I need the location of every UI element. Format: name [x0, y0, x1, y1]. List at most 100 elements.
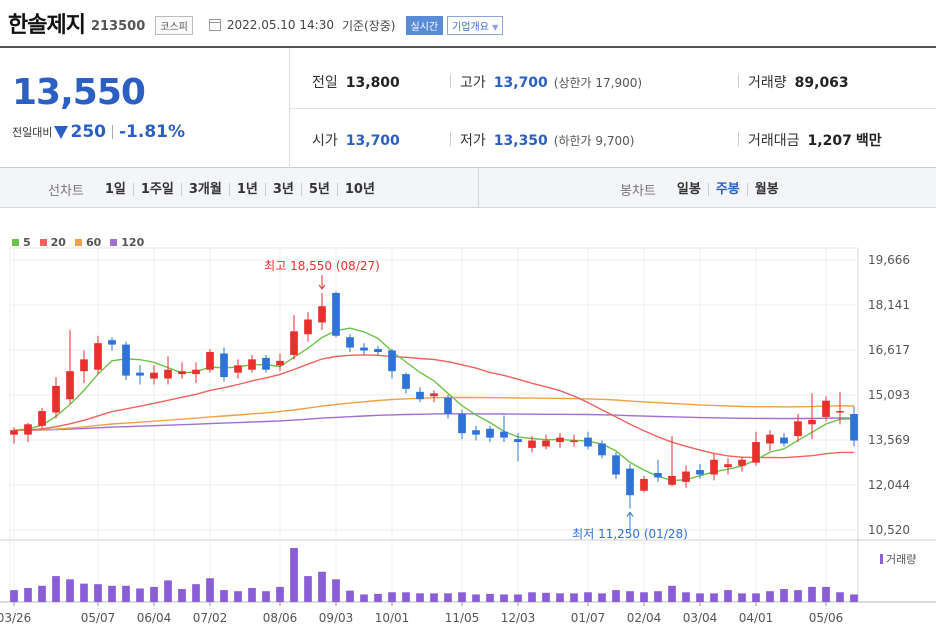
x-tick-label: 07/02 [193, 611, 228, 625]
y-tick-label: 10,520 [868, 523, 910, 537]
candle-body [598, 443, 606, 456]
volume-bar [430, 593, 438, 602]
candle-body [66, 371, 74, 400]
candle-monthly[interactable]: 월봉 [746, 183, 786, 196]
candle-body [80, 359, 88, 372]
prev-close-label: 전일 [312, 75, 338, 91]
volume: 거래량 89,063 [748, 72, 849, 92]
down-arrow-icon [54, 125, 69, 139]
candle-daily[interactable]: 일봉 [676, 182, 701, 197]
low-price: 저가 13,350 (하한가 9,700) [460, 130, 634, 150]
price-panel: 13,550 전일대비 250 -1.81% [0, 48, 290, 168]
max-annotation: 최고 18,550 (08/27) [264, 259, 380, 273]
period-1y[interactable]: 1년 [228, 183, 265, 196]
y-tick-label: 12,044 [868, 478, 910, 492]
candle-body [528, 440, 536, 448]
change-separator [111, 125, 113, 139]
volume-bar [724, 590, 732, 602]
volume-legend-label: 거래량 [886, 553, 916, 566]
trade-amount-label: 거래대금 [748, 133, 800, 149]
price-chart[interactable]: 19,666 18,141 16,617 15,093 13,569 12,044 10,5… [0, 214, 936, 632]
candle-body [108, 340, 116, 345]
volume-bar [346, 590, 354, 602]
company-overview-button[interactable]: 기업개요 ▼ [447, 15, 504, 35]
candle-body [402, 374, 410, 389]
candle-body [458, 413, 466, 434]
volume-bar [178, 589, 186, 602]
candle-body [38, 411, 46, 426]
period-3y[interactable]: 3년 [264, 183, 301, 196]
legend-swatch [39, 239, 47, 246]
volume-bar [416, 593, 424, 602]
open-value: 13,700 [345, 133, 400, 149]
realtime-button[interactable]: 실시간 [405, 15, 444, 35]
chevron-down-icon: ▼ [492, 22, 499, 32]
period-1d[interactable]: 1일 [104, 182, 126, 197]
volume-bar [444, 593, 452, 602]
x-tick-label: 03/26 [0, 611, 31, 625]
volume-bar [248, 587, 256, 602]
candle-body [556, 437, 564, 443]
volume-bar [290, 548, 298, 602]
candle-body [276, 360, 284, 366]
x-tick-label: 09/03 [319, 611, 354, 625]
volume-bar [38, 585, 46, 602]
candle-weekly[interactable]: 주봉 [707, 183, 747, 196]
high-label: 고가 [460, 75, 486, 91]
cell-separator [450, 132, 451, 146]
cell-separator [450, 74, 451, 88]
volume-bar [556, 593, 564, 602]
candle-body [794, 421, 802, 437]
candle-body [374, 349, 382, 352]
volume-bar [122, 585, 130, 602]
candle-body [486, 428, 494, 438]
quote-summary: 13,550 전일대비 250 -1.81% 전일 13,800 고가 13,7… [0, 46, 936, 168]
period-1w[interactable]: 1주일 [132, 183, 181, 196]
volume-bar [94, 584, 102, 602]
candle-body [234, 365, 242, 373]
period-5y[interactable]: 5년 [300, 183, 337, 196]
x-tick-label: 03/04 [683, 611, 718, 625]
candle-chart-title: 봉차트 [620, 184, 656, 199]
period-3m[interactable]: 3개월 [180, 183, 229, 196]
period-divider [478, 168, 479, 207]
volume-bar [304, 576, 312, 602]
volume-bar [570, 593, 578, 602]
volume-bar [332, 579, 340, 602]
legend-ma60: 60 [74, 236, 101, 249]
y-tick-label: 18,141 [868, 298, 910, 312]
candle-body [416, 391, 424, 400]
calendar-icon [208, 19, 221, 31]
candle-body [710, 459, 718, 475]
candle-body [752, 442, 760, 463]
candle-body [360, 347, 368, 351]
trade-amount-value: 1,207 [807, 133, 852, 149]
candle-body [542, 440, 550, 447]
volume-legend-swatch [880, 554, 883, 564]
quote-datetime: 2022.05.10 14:30 [226, 18, 334, 32]
prev-close-value: 13,800 [345, 75, 400, 91]
candle-body [640, 478, 648, 491]
candle-body [738, 459, 746, 466]
candle-body [318, 306, 326, 323]
min-arrow-icon [626, 511, 634, 532]
trade-amount-unit: 백만 [855, 133, 882, 149]
x-tick-label: 08/06 [263, 611, 298, 625]
candle-body [136, 372, 144, 376]
company-overview-label: 기업개요 [452, 21, 489, 33]
open-price: 시가 13,700 [312, 130, 400, 150]
candle-body [122, 344, 130, 376]
x-tick-label: 04/01 [739, 611, 774, 625]
volume-bar [612, 590, 620, 602]
market-badge: 코스피 [155, 15, 193, 35]
volume-bar [458, 592, 466, 602]
candle-body [682, 471, 690, 482]
x-tick-label: 05/07 [81, 611, 116, 625]
candle-body [668, 475, 676, 485]
candle-body [444, 397, 452, 414]
row-divider [290, 108, 936, 109]
volume-bar [262, 591, 270, 602]
candle-body [10, 430, 18, 435]
high-value: 13,700 [493, 75, 548, 91]
period-10y[interactable]: 10년 [336, 183, 382, 196]
